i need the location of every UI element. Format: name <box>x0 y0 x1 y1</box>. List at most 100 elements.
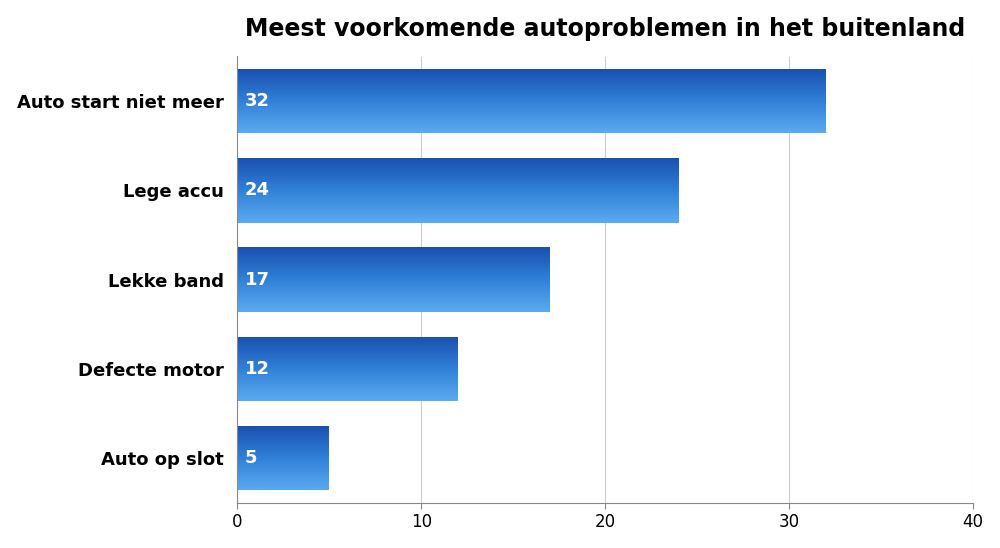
Bar <box>237 197 679 198</box>
Bar <box>237 107 826 108</box>
Bar <box>237 131 826 132</box>
Bar <box>237 130 826 131</box>
Bar <box>237 361 458 362</box>
Bar <box>237 221 679 222</box>
Bar <box>237 192 679 193</box>
Bar <box>237 117 826 118</box>
Bar <box>237 399 458 401</box>
Bar <box>237 199 679 200</box>
Bar <box>237 127 826 128</box>
Bar <box>237 349 458 350</box>
Bar <box>237 302 550 303</box>
Bar <box>237 119 826 121</box>
Bar <box>237 255 550 256</box>
Bar <box>237 83 826 84</box>
Bar <box>237 374 458 375</box>
Bar <box>237 163 679 164</box>
Bar <box>237 69 826 70</box>
Bar <box>237 367 458 368</box>
Bar <box>237 277 550 278</box>
Bar <box>237 164 679 165</box>
Bar <box>237 279 550 281</box>
Bar <box>237 451 329 452</box>
Bar <box>237 281 550 282</box>
Bar <box>237 261 550 262</box>
Bar <box>237 265 550 266</box>
Bar <box>237 116 826 117</box>
Bar <box>237 103 826 104</box>
Bar <box>237 247 550 248</box>
Bar <box>237 85 826 87</box>
Bar <box>237 306 550 307</box>
Bar <box>237 218 679 219</box>
Bar <box>237 485 329 486</box>
Bar <box>237 363 458 364</box>
Bar <box>237 125 826 126</box>
Bar <box>237 342 458 343</box>
Bar <box>237 428 329 429</box>
Bar <box>237 347 458 348</box>
Bar <box>237 340 458 341</box>
Bar <box>237 449 329 450</box>
Bar <box>237 178 679 179</box>
Bar <box>237 269 550 270</box>
Bar <box>237 470 329 471</box>
Bar <box>237 165 679 166</box>
Bar <box>237 303 550 304</box>
Bar <box>237 364 458 365</box>
Bar <box>237 106 826 107</box>
Bar <box>237 259 550 260</box>
Bar <box>237 187 679 189</box>
Bar <box>237 278 550 279</box>
Bar <box>237 311 550 312</box>
Bar <box>237 185 679 186</box>
Bar <box>237 86 826 87</box>
Bar <box>237 172 679 173</box>
Bar <box>237 344 458 345</box>
Bar <box>237 447 329 448</box>
Bar <box>237 432 329 433</box>
Bar <box>237 284 550 286</box>
Bar <box>237 208 679 209</box>
Bar <box>237 348 458 349</box>
Bar <box>237 82 826 83</box>
Bar <box>237 283 550 284</box>
Bar <box>237 429 329 430</box>
Bar <box>237 179 679 180</box>
Bar <box>237 123 826 124</box>
Bar <box>237 265 550 266</box>
Bar <box>237 110 826 111</box>
Bar <box>237 308 550 309</box>
Bar <box>237 474 329 475</box>
Bar <box>237 391 458 392</box>
Bar <box>237 248 550 249</box>
Bar <box>237 376 458 378</box>
Bar <box>237 96 826 98</box>
Bar <box>237 377 458 378</box>
Bar <box>237 297 550 298</box>
Bar <box>237 359 458 360</box>
Bar <box>237 262 550 263</box>
Bar <box>237 476 329 477</box>
Bar <box>237 276 550 277</box>
Bar <box>237 388 458 389</box>
Bar <box>237 198 679 199</box>
Bar <box>237 369 458 370</box>
Bar <box>237 123 826 124</box>
Bar <box>237 396 458 397</box>
Bar <box>237 90 826 91</box>
Bar <box>237 268 550 269</box>
Bar <box>237 109 826 110</box>
Bar <box>237 433 329 435</box>
Bar <box>237 191 679 192</box>
Bar <box>237 209 679 210</box>
Bar <box>237 395 458 396</box>
Bar <box>237 310 550 311</box>
Bar <box>237 439 329 440</box>
Bar <box>237 468 329 469</box>
Bar <box>237 124 826 125</box>
Bar <box>237 304 550 305</box>
Bar <box>237 440 329 441</box>
Bar <box>237 215 679 216</box>
Bar <box>237 120 826 121</box>
